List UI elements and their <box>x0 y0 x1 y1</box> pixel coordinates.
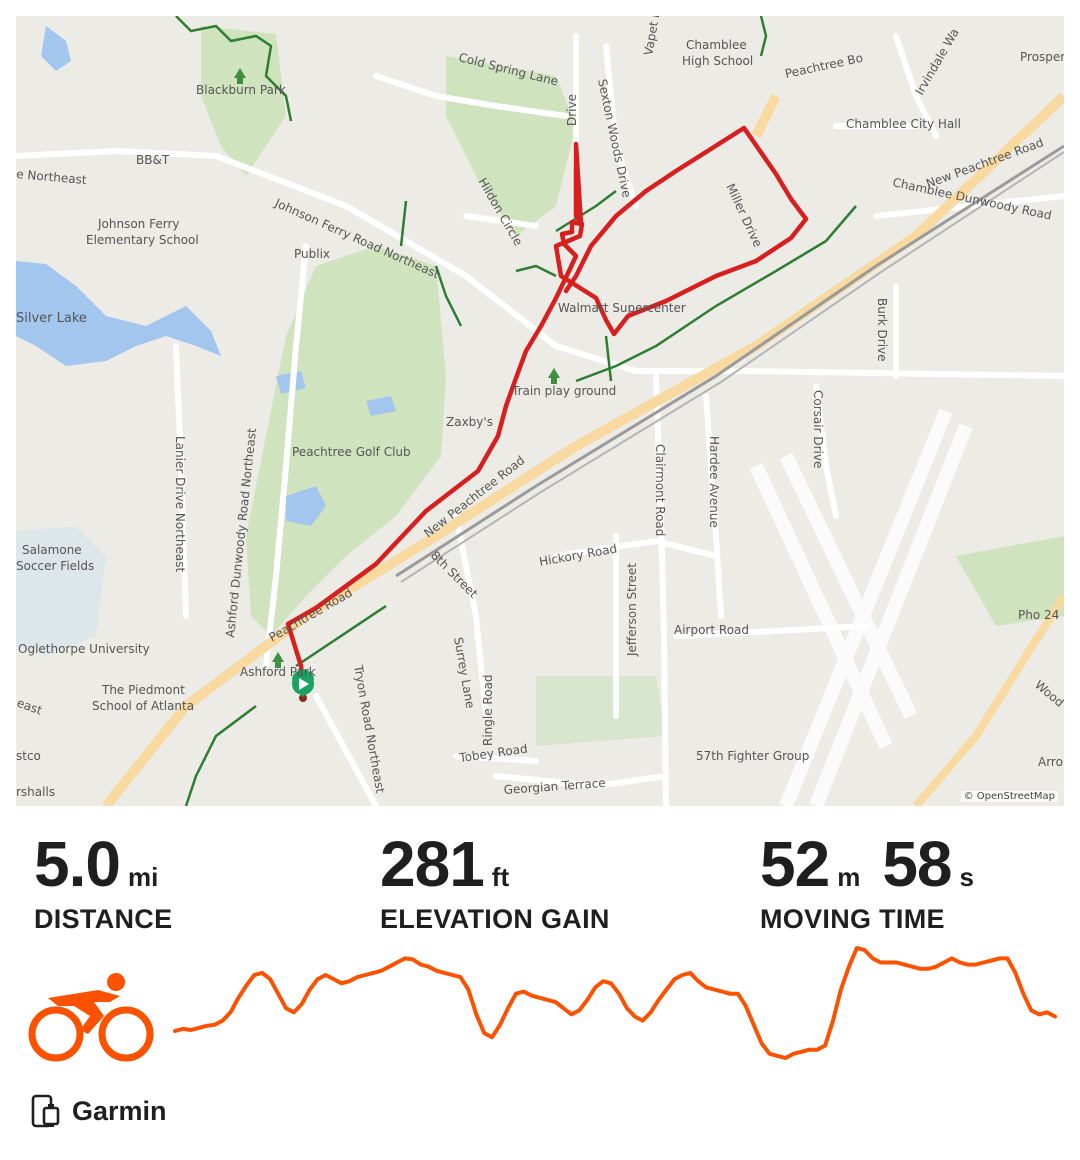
peachtree-road-highway <box>102 92 1064 806</box>
activity-route <box>285 125 809 699</box>
ashford-park-tree-icon <box>272 652 284 668</box>
label-zaxbys: Zaxby's <box>446 415 493 429</box>
label-northeast-left: e Northeast <box>16 167 87 187</box>
label-ashford-park: Ashford Park <box>240 665 316 679</box>
label-jf-elem-2: Elementary School <box>86 233 199 247</box>
label-jefferson-street: Jefferson Street <box>625 563 639 657</box>
distance-label: DISTANCE <box>34 904 173 934</box>
pond-golf-south <box>286 486 326 526</box>
campus-area <box>16 526 106 656</box>
label-corsair-drive: Corsair Drive <box>811 390 825 468</box>
label-arro: Arro <box>1038 755 1063 769</box>
device-name: Garmin <box>72 1095 167 1126</box>
start-marker-icon[interactable] <box>292 669 314 702</box>
label-57th-fighter-group: 57th Fighter Group <box>696 749 809 763</box>
map-attribution[interactable]: © OpenStreetMap <box>960 791 1058 802</box>
label-piedmont-2: School of Atlanta <box>92 699 194 713</box>
label-chamblee-city-hall: Chamblee City Hall <box>846 117 961 131</box>
moving-time-label: MOVING TIME <box>760 904 945 934</box>
label-bbt: BB&T <box>136 153 170 167</box>
moving-time-seconds: 58 <box>882 828 952 900</box>
bike-paths <box>175 16 857 806</box>
label-piedmont-1: The Piedmont <box>101 683 185 697</box>
label-clairmont-road: Clairmont Road <box>653 444 667 536</box>
elevation-profile-line <box>173 946 1057 1060</box>
label-chamblee-hs-1: Chamblee <box>686 38 747 52</box>
label-jf-elem-1: Johnson Ferry <box>97 217 180 231</box>
device-sync-icon <box>31 1094 60 1128</box>
label-airport-road: Airport Road <box>674 623 749 637</box>
railroad <box>395 144 1064 578</box>
label-salamone-2: Soccer Fields <box>16 559 94 573</box>
label-rshalls: rshalls <box>16 785 55 799</box>
device-source[interactable]: Garmin <box>30 1094 167 1128</box>
label-salamone-1: Salamone <box>22 543 82 557</box>
pond-north <box>41 26 71 71</box>
elevation-profile-chart <box>173 946 1057 1060</box>
stat-distance: 5.0 mi DISTANCE <box>34 832 180 935</box>
label-prosper: Prosper <box>1020 50 1064 64</box>
label-silver-lake: Silver Lake <box>16 311 87 326</box>
map-canvas: Cold Spring Lane Drive Sexton Woods Driv… <box>16 16 1064 806</box>
label-peachtree-golf-club: Peachtree Golf Club <box>292 445 411 459</box>
east-park-area <box>956 536 1064 626</box>
playground-tree-icon <box>548 368 560 384</box>
label-train-playground: Train play ground <box>511 384 616 398</box>
distance-unit: mi <box>127 862 159 892</box>
airport-runways <box>749 408 973 806</box>
distance-value: 5.0 <box>34 828 121 900</box>
label-drive: Drive <box>565 94 579 126</box>
cycling-icon <box>28 973 154 1062</box>
label-ringle-road: Ringle Road <box>481 674 495 746</box>
silver-lake-water <box>16 261 221 366</box>
elevation-label: ELEVATION GAIN <box>380 904 610 934</box>
pond-golf-east <box>366 396 396 416</box>
south-park-area <box>536 676 666 746</box>
stat-moving-time: 52 m 58 s MOVING TIME <box>760 832 996 935</box>
label-stco: stco <box>16 749 41 763</box>
elevation-unit: ft <box>491 862 510 892</box>
moving-time-minutes-unit: m <box>837 862 861 892</box>
label-pho-24: Pho 24 <box>1018 608 1059 622</box>
blackburn-park-area <box>201 26 286 176</box>
moving-time-seconds-unit: s <box>959 862 974 892</box>
elevation-value: 281 <box>380 828 485 900</box>
label-blackburn-park: Blackburn Park <box>196 83 286 97</box>
label-publix: Publix <box>294 247 330 261</box>
stat-elevation-gain: 281 ft ELEVATION GAIN <box>380 832 610 935</box>
park-tree-icon <box>234 68 246 84</box>
label-burk-drive: Burk Drive <box>875 298 889 362</box>
east-highway <box>912 593 1064 806</box>
peachtree-blvd-highway <box>751 93 781 139</box>
label-lanier-drive: Lanier Drive Northeast <box>173 436 187 572</box>
label-hardee-avenue: Hardee Avenue <box>707 436 721 528</box>
route-map[interactable]: Cold Spring Lane Drive Sexton Woods Driv… <box>16 16 1064 806</box>
moving-time-minutes: 52 <box>760 828 830 900</box>
label-oglethorpe: Oglethorpe University <box>18 642 150 656</box>
label-walmart: Walmart Supercenter <box>558 301 686 315</box>
label-chamblee-hs-2: High School <box>682 54 753 68</box>
